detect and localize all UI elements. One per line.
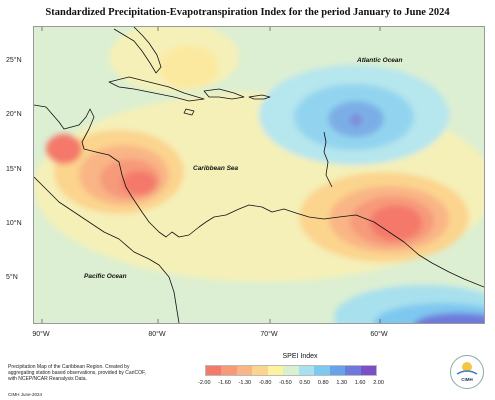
legend-tick-label: 0.50 (299, 380, 311, 386)
lat-label: 10°N (6, 220, 22, 227)
legend-color-bar (205, 365, 377, 376)
lat-label: 25°N (6, 57, 22, 64)
legend-tick-label: -2.00 (198, 380, 211, 386)
pacific-ocean-label: Pacific Ocean (84, 273, 127, 280)
caribbean-sea-label: Caribbean Sea (193, 165, 239, 172)
graticule-ticks (41, 27, 381, 323)
cimh-logo: CIMH (450, 355, 484, 389)
legend-tick-label: -1.30 (238, 380, 252, 386)
legend-swatch-3 (252, 366, 268, 375)
map-title: Standardized Precipitation-Evapotranspir… (45, 7, 450, 18)
coastlines (34, 27, 484, 323)
legend-swatch-9 (345, 366, 361, 375)
lat-label: 5°N (6, 274, 18, 281)
lat-label: 20°N (6, 111, 22, 118)
legend-tick-label: -1.60 (218, 380, 231, 386)
map-description: Precipitation Map of the Caribbean Regio… (8, 364, 146, 382)
legend-tick-label: 2.00 (373, 380, 384, 386)
legend-swatch-0 (206, 366, 222, 375)
legend-swatch-2 (236, 366, 253, 375)
legend-swatch-6 (298, 366, 315, 375)
legend-swatch-1 (221, 366, 237, 375)
legend-tick-label: -0.80 (258, 380, 272, 386)
legend-swatch-7 (314, 366, 330, 375)
legend-swatch-5 (283, 366, 299, 375)
legend-tick-label: -0.50 (279, 380, 292, 386)
lon-label: 90°W (32, 331, 50, 338)
map-credit-date: CIMH June-2024 (8, 392, 43, 397)
legend-swatch-8 (329, 366, 346, 375)
spei-map (33, 26, 485, 324)
lat-label: 15°N (6, 166, 22, 173)
lon-label: 70°W (260, 331, 278, 338)
legend-tick-label: 1.60 (354, 380, 366, 386)
lon-label: 60°W (370, 331, 388, 338)
legend-swatch-4 (267, 366, 284, 375)
legend-tick-label: 0.80 (317, 380, 329, 386)
legend-tick-label: 1.30 (336, 380, 348, 386)
legend-title: SPEI Index (282, 353, 318, 360)
legend-ticks: -2.00 -1.60 -1.30 -0.80 -0.50 0.50 0.80 1.30 1.6… (198, 380, 384, 386)
lon-label: 80°W (148, 331, 166, 338)
spei-field (34, 27, 484, 323)
legend-swatch-10 (360, 366, 376, 375)
atlantic-ocean-label: Atlantic Ocean (357, 57, 403, 64)
